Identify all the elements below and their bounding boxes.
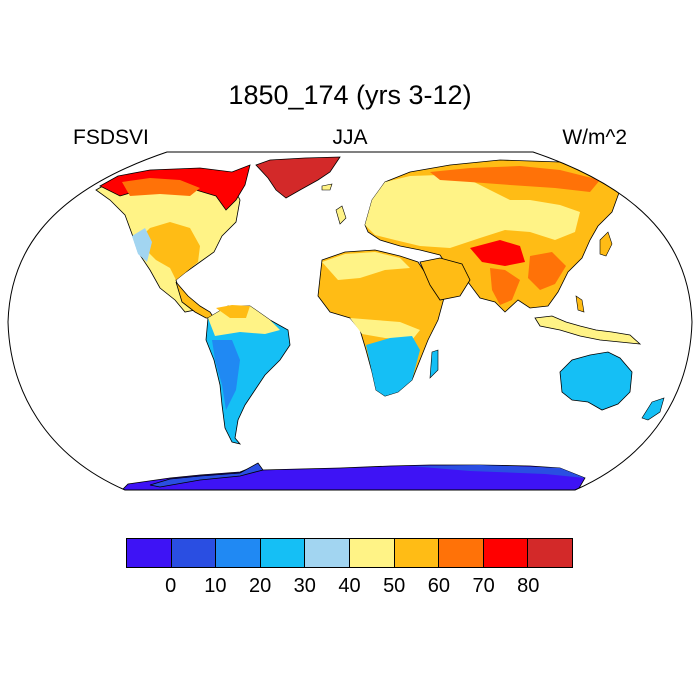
south-america-orange — [216, 305, 250, 318]
colorbar-tick-label: 80 — [517, 575, 540, 597]
colorbar-box — [394, 538, 440, 568]
colorbar-box — [171, 538, 217, 568]
colorbar-tick-label: 0 — [165, 575, 177, 597]
siberia-orange — [430, 166, 600, 192]
australia — [559, 351, 633, 411]
central-america — [175, 281, 215, 319]
colorbar-tick-label: 40 — [338, 575, 361, 597]
uk — [335, 205, 347, 225]
antarctica-east — [410, 465, 585, 478]
southern-africa — [366, 336, 420, 396]
colorbar-tick-label: 20 — [248, 575, 272, 597]
madagascar — [429, 349, 439, 379]
variable-label: FSDSVI — [73, 126, 149, 149]
tibet-red — [470, 240, 525, 266]
africa-north-yellow — [322, 252, 410, 280]
colorbar-tick-label: 60 — [427, 575, 451, 597]
greenland — [255, 156, 341, 199]
colorbar-box — [305, 538, 350, 568]
colorbar-box — [483, 538, 529, 568]
south-america-dark — [212, 340, 240, 410]
north-america-cool — [132, 228, 152, 262]
units-label: W/m^2 — [562, 126, 627, 149]
new-zealand — [641, 397, 665, 421]
colorbar-tick-label: 70 — [472, 575, 495, 597]
season-label: JJA — [332, 126, 368, 149]
colorbar-tick-label: 30 — [293, 575, 316, 597]
north-america-orange-2 — [122, 178, 200, 196]
arabia — [419, 257, 471, 301]
colorbar-tick-label: 50 — [383, 575, 406, 597]
colorbar-box — [349, 538, 395, 568]
colorbar-tick-label: 10 — [204, 575, 227, 597]
colorbar — [126, 538, 573, 568]
colorbar-box — [439, 538, 484, 568]
colorbar-box — [528, 538, 573, 568]
colorbar-box — [126, 538, 172, 568]
map-title: 1850_174 (yrs 3-12) — [228, 80, 472, 110]
iceland — [321, 183, 333, 191]
antarctic-peninsula — [149, 462, 264, 488]
china-orange — [528, 252, 566, 290]
europe-yellow — [365, 175, 580, 248]
indonesia — [534, 315, 642, 345]
japan — [599, 231, 613, 257]
colorbar-box — [260, 538, 306, 568]
africa-equatorial-yellow — [350, 318, 420, 340]
philippines — [575, 295, 585, 313]
north-america-orange — [140, 222, 200, 280]
map-outline — [7, 151, 693, 491]
colorbar-box — [216, 538, 261, 568]
india-orange — [490, 268, 520, 305]
